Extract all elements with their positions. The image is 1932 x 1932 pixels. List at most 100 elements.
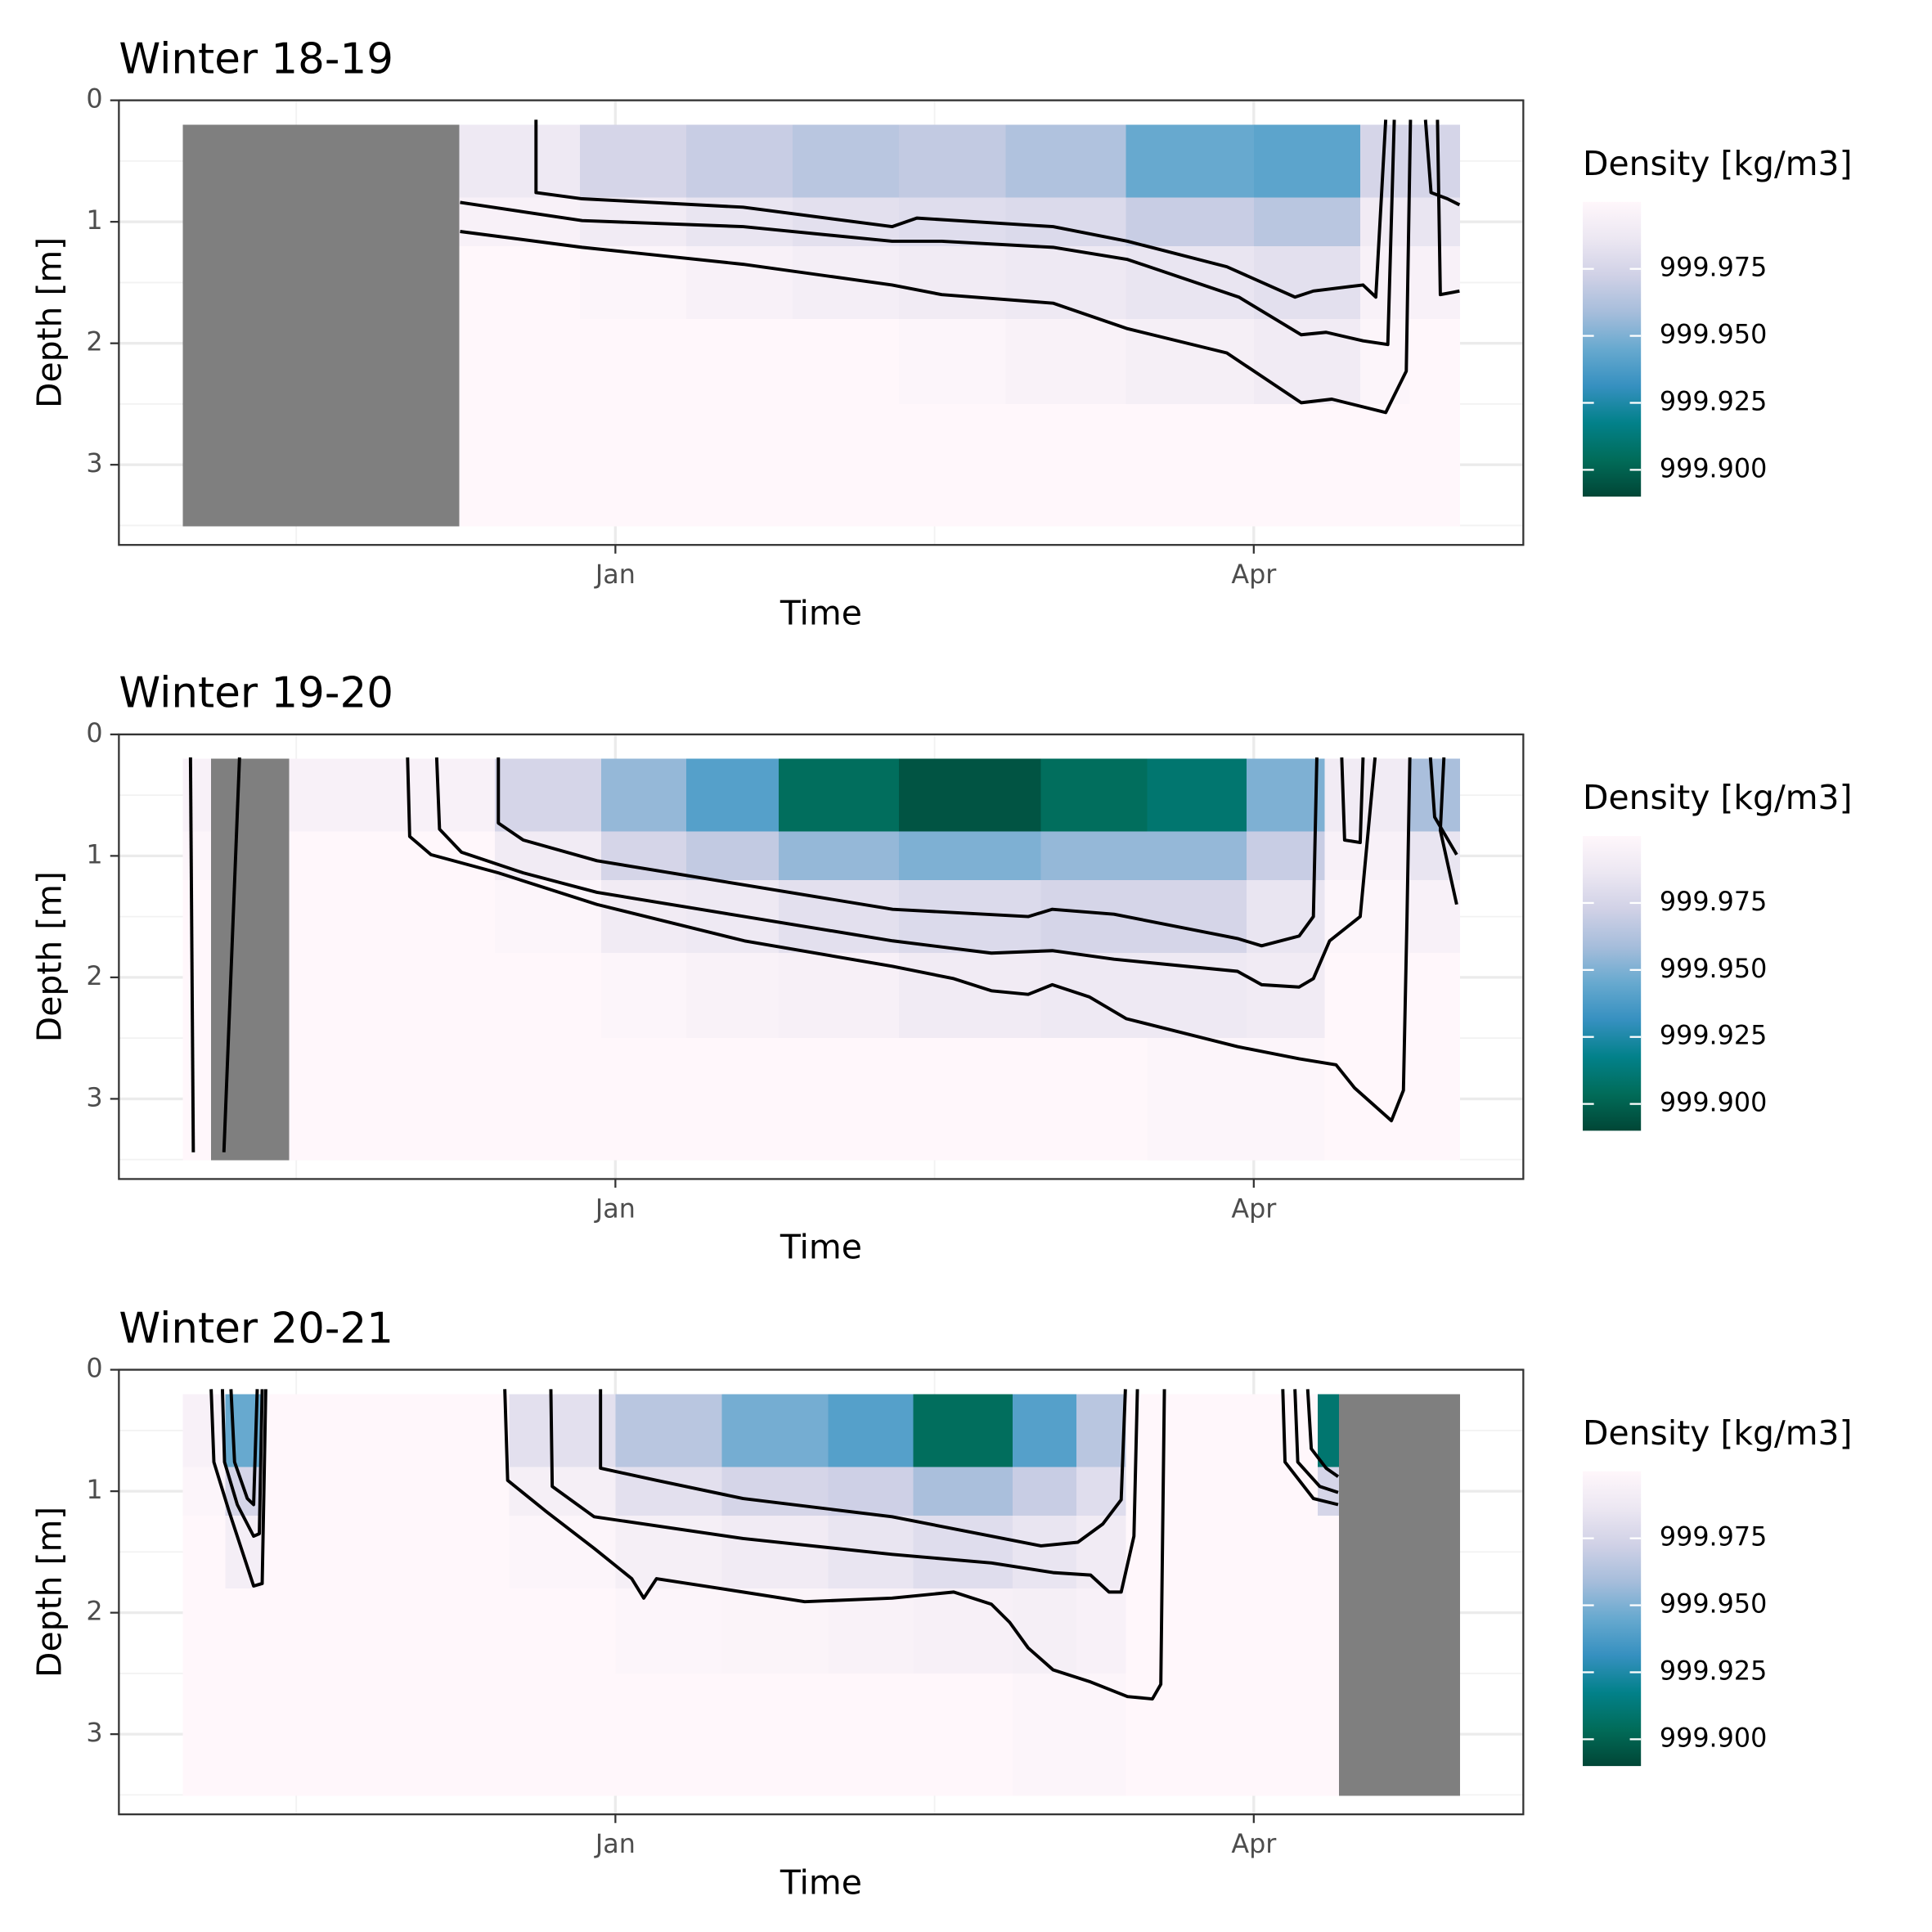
heatmap-cell: [1076, 1515, 1127, 1589]
legend-label: 999.950: [1660, 320, 1767, 350]
heatmap-cell: [182, 758, 212, 833]
heatmap-cell: [1126, 124, 1255, 199]
heatmap-cell: [1076, 1394, 1127, 1468]
heatmap-cell: [778, 953, 901, 1040]
x-axis-title: Time: [780, 1862, 862, 1902]
heatmap-cell: [793, 403, 901, 527]
legend-label: 999.950: [1660, 1589, 1767, 1620]
legend-label: 999.925: [1660, 1656, 1767, 1686]
heatmap-cell: [494, 953, 602, 1040]
heatmap-cell: [211, 953, 290, 1040]
heatmap-cell: [1076, 1588, 1127, 1674]
x-axis-title: Time: [780, 1228, 862, 1267]
heatmap-cell: [686, 245, 794, 320]
heatmap-cell: [899, 1038, 1042, 1161]
heatmap-cell: [225, 1588, 262, 1674]
heatmap-cell: [1253, 403, 1361, 527]
y-tick-label: 3: [86, 1718, 102, 1748]
heatmap-cell: [1012, 1467, 1077, 1516]
heatmap-cell: [1338, 1394, 1461, 1468]
heatmap-cell: [289, 831, 496, 881]
heatmap-cell: [1005, 197, 1127, 247]
contour-line: [1438, 757, 1458, 905]
heatmap-cell: [260, 1588, 510, 1674]
contour-line: [209, 1389, 267, 1588]
y-tick-label: 1: [86, 1475, 102, 1505]
heatmap-cell: [260, 1467, 510, 1516]
heatmap-cell: [1409, 953, 1461, 1040]
chart-title: Winter 18-19: [119, 34, 393, 83]
contour-line: [229, 1389, 259, 1507]
heatmap-cell: [182, 831, 212, 881]
colorbar: [1583, 836, 1642, 1131]
heatmap-cell: [899, 403, 1007, 527]
heatmap-cell: [182, 1038, 212, 1161]
legend-label: 999.975: [1660, 887, 1767, 917]
contour-line: [220, 1389, 264, 1539]
heatmap-cell: [1040, 831, 1148, 881]
heatmap-cell: [1247, 953, 1326, 1040]
x-tick-label: Jan: [594, 1193, 636, 1224]
heatmap-cell: [913, 1515, 1013, 1589]
heatmap-cell: [1359, 197, 1411, 247]
heatmap-cell: [899, 758, 1042, 833]
heatmap-cell: [1147, 1038, 1248, 1161]
x-tick-label: Jan: [594, 559, 636, 590]
chart-title: Winter 20-21: [119, 1304, 393, 1353]
heatmap-cell: [899, 831, 1042, 881]
legend-title: Density [kg/m3]: [1583, 1413, 1852, 1453]
heatmap-cell: [615, 1588, 723, 1674]
contour-line: [1305, 1389, 1340, 1478]
heatmap-cell: [1409, 245, 1461, 320]
heatmap-cell: [686, 880, 780, 955]
colorbar: [1583, 1471, 1642, 1767]
x-tick-label: Jan: [594, 1829, 636, 1859]
contour-line: [406, 757, 1412, 1123]
heatmap-cell: [1012, 1673, 1077, 1796]
heatmap-cell: [459, 245, 581, 320]
heatmap-cell: [1040, 953, 1148, 1040]
heatmap-cell: [1147, 831, 1248, 881]
heatmap-cell: [211, 880, 290, 955]
y-axis-title: Depth [m]: [30, 1507, 70, 1678]
heatmap-cell: [828, 1673, 914, 1796]
contour-line: [496, 757, 1319, 948]
heatmap-cell: [459, 124, 581, 199]
heatmap-cell: [1253, 318, 1361, 405]
x-axis-title: Time: [780, 594, 862, 633]
heatmap-cell: [211, 758, 290, 833]
heatmap-cell: [899, 953, 1042, 1040]
heatmap-cell: [182, 880, 212, 955]
heatmap-cell: [459, 403, 581, 527]
y-tick-label: 2: [86, 961, 102, 991]
y-axis-title: Depth [m]: [30, 871, 70, 1042]
heatmap-cell: [1147, 880, 1248, 955]
heatmap-cell: [1359, 403, 1411, 527]
chart-title: Winter 19-20: [119, 669, 393, 718]
heatmap-cell: [1253, 245, 1361, 320]
heatmap-cell: [509, 1467, 617, 1516]
heatmap-cell: [580, 318, 687, 405]
heatmap-cell: [182, 403, 461, 527]
heatmap-cell: [1409, 1038, 1461, 1161]
heatmap-cell: [1317, 1588, 1340, 1674]
heatmap-cell: [260, 1673, 510, 1796]
heatmap-cell: [1324, 953, 1411, 1040]
legend-label: 999.900: [1660, 1088, 1767, 1118]
heatmap-cell: [686, 318, 794, 405]
contour-line: [534, 119, 1388, 299]
heatmap-cell: [778, 880, 901, 955]
heatmap-cell: [182, 1588, 227, 1674]
heatmap-cell: [260, 1515, 510, 1589]
heatmap-cell: [1126, 403, 1255, 527]
heatmap-cell: [509, 1673, 617, 1796]
heatmap-cell: [1126, 197, 1255, 247]
heatmap-cell: [615, 1394, 723, 1468]
panel: Jan Apr 0 1 2 3 Winter 20-21 Time Depth [m] Densi…: [30, 1304, 1853, 1902]
contour-line: [1281, 1389, 1339, 1507]
legend-label: 999.975: [1660, 253, 1767, 283]
heatmap-cell: [1324, 880, 1411, 955]
y-tick-label: 0: [86, 1354, 102, 1384]
heatmap-cell: [182, 1515, 227, 1589]
